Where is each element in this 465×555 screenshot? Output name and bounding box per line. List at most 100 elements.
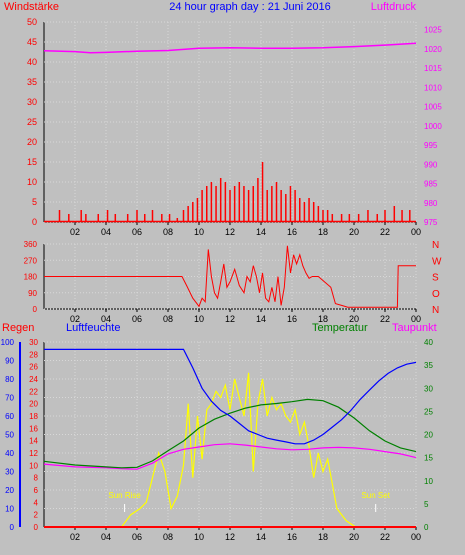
pressure-line	[43, 42, 417, 54]
y-tick-label-humidity: 50	[5, 431, 14, 440]
y-tick-label-wind: 30	[27, 97, 37, 107]
x-tick-label: 14	[256, 227, 266, 237]
compass-label: O	[432, 289, 440, 300]
pressure-label: Luftdruck	[371, 1, 417, 13]
y-tick-label-direction: 90	[28, 289, 37, 298]
x-tick-label: 20	[349, 532, 359, 542]
x-tick-label: 04	[101, 227, 111, 237]
compass-label: W	[432, 256, 442, 267]
y-tick-label-wind: 5	[32, 197, 37, 207]
humidity-temperature-panel: 0102030405060708090100024681012141618202…	[1, 338, 434, 542]
x-tick-label: 14	[256, 314, 266, 324]
y-tick-label-temperature: 10	[424, 477, 433, 486]
y-tick-label-wind: 20	[27, 137, 37, 147]
temperature-label: Temperatur	[312, 322, 368, 334]
x-tick-label: 08	[163, 227, 173, 237]
x-tick-label: 02	[70, 532, 80, 542]
y-tick-label-humidity: 10	[5, 505, 14, 514]
temperature-line	[43, 398, 417, 469]
y-tick-label-rain: 14	[29, 437, 38, 446]
y-tick-label-humidity: 0	[10, 523, 15, 532]
x-tick-label: 06	[132, 532, 142, 542]
y-tick-label-temperature: 25	[424, 407, 433, 416]
y-tick-label-rain: 18	[29, 412, 38, 421]
x-tick-label: 18	[318, 314, 328, 324]
y-tick-label-direction: 180	[24, 273, 38, 282]
y-tick-label-rain: 10	[29, 461, 38, 470]
y-tick-label-temperature: 35	[424, 361, 433, 370]
compass-label: S	[432, 273, 439, 284]
y-tick-label-direction: 360	[24, 240, 38, 249]
y-tick-label-pressure: 995	[424, 141, 438, 150]
rain-label: Regen	[2, 322, 34, 334]
y-tick-label-wind: 15	[27, 157, 37, 167]
y-tick-label-pressure: 1010	[424, 83, 442, 92]
y-tick-label-rain: 20	[29, 400, 38, 409]
y-tick-label-wind: 25	[27, 117, 37, 127]
x-tick-label: 08	[163, 532, 173, 542]
wind-direction-line	[44, 245, 416, 308]
x-tick-label: 20	[349, 314, 359, 324]
x-tick-label: 12	[225, 314, 235, 324]
y-tick-label-pressure: 1000	[424, 122, 442, 131]
x-tick-label: 08	[163, 314, 173, 324]
x-tick-label: 22	[380, 532, 390, 542]
y-tick-label-wind: 50	[27, 17, 37, 27]
y-tick-label-wind: 0	[32, 217, 37, 227]
y-tick-label-humidity: 40	[5, 449, 14, 458]
x-tick-label: 16	[287, 314, 297, 324]
sun-annotation: Sun Rise	[108, 491, 141, 500]
y-tick-label-wind: 35	[27, 77, 37, 87]
sun-annotation: Sun Set	[361, 491, 390, 500]
compass-label: N	[432, 305, 439, 316]
humidity-label: Luftfeuchte	[66, 322, 120, 334]
y-tick-label-wind: 10	[27, 177, 37, 187]
y-tick-label-humidity: 80	[5, 375, 14, 384]
y-tick-label-rain: 4	[34, 498, 39, 507]
y-tick-label-rain: 6	[34, 486, 39, 495]
y-tick-label-rain: 30	[29, 338, 38, 347]
x-tick-label: 22	[380, 314, 390, 324]
x-tick-label: 10	[194, 314, 204, 324]
y-tick-label-humidity: 20	[5, 486, 14, 495]
wind-pressure-panel: 0510152025303540455097598098599099510001…	[27, 17, 442, 237]
x-tick-label: 18	[318, 227, 328, 237]
x-tick-label: 16	[287, 532, 297, 542]
x-tick-label: 12	[225, 227, 235, 237]
y-tick-label-temperature: 0	[424, 523, 429, 532]
chart-title: 24 hour graph day : 21 Juni 2016	[169, 1, 330, 13]
y-tick-label-humidity: 90	[5, 357, 14, 366]
x-tick-label: 14	[256, 532, 266, 542]
y-tick-label-humidity: 30	[5, 468, 14, 477]
x-tick-label: 00	[411, 532, 421, 542]
y-tick-label-pressure: 1025	[424, 26, 442, 35]
y-tick-label-wind: 45	[27, 37, 37, 47]
x-tick-label: 12	[225, 532, 235, 542]
y-tick-label-rain: 26	[29, 363, 38, 372]
x-tick-label: 06	[132, 227, 142, 237]
x-tick-label: 10	[194, 532, 204, 542]
x-tick-label: 04	[101, 314, 111, 324]
x-tick-label: 00	[411, 314, 421, 324]
y-tick-label-pressure: 1020	[424, 45, 442, 54]
dewpoint-label: Taupunkt	[392, 322, 437, 334]
y-tick-label-rain: 24	[29, 375, 38, 384]
y-tick-label-temperature: 20	[424, 431, 433, 440]
wind-speed-label: Windstärke	[4, 1, 59, 13]
x-tick-label: 00	[411, 227, 421, 237]
y-tick-label-rain: 12	[29, 449, 38, 458]
y-tick-label-humidity: 70	[5, 394, 14, 403]
y-tick-label-pressure: 990	[424, 160, 438, 169]
y-tick-label-rain: 28	[29, 350, 38, 359]
y-tick-label-direction: 0	[33, 305, 38, 314]
y-tick-label-temperature: 15	[424, 454, 433, 463]
x-tick-label: 02	[70, 227, 80, 237]
y-tick-label-pressure: 1005	[424, 103, 442, 112]
x-tick-label: 22	[380, 227, 390, 237]
x-tick-label: 06	[132, 314, 142, 324]
y-tick-label-temperature: 5	[424, 500, 429, 509]
compass-label: N	[432, 240, 439, 251]
y-tick-label-humidity: 100	[1, 338, 15, 347]
y-tick-label-pressure: 980	[424, 199, 438, 208]
